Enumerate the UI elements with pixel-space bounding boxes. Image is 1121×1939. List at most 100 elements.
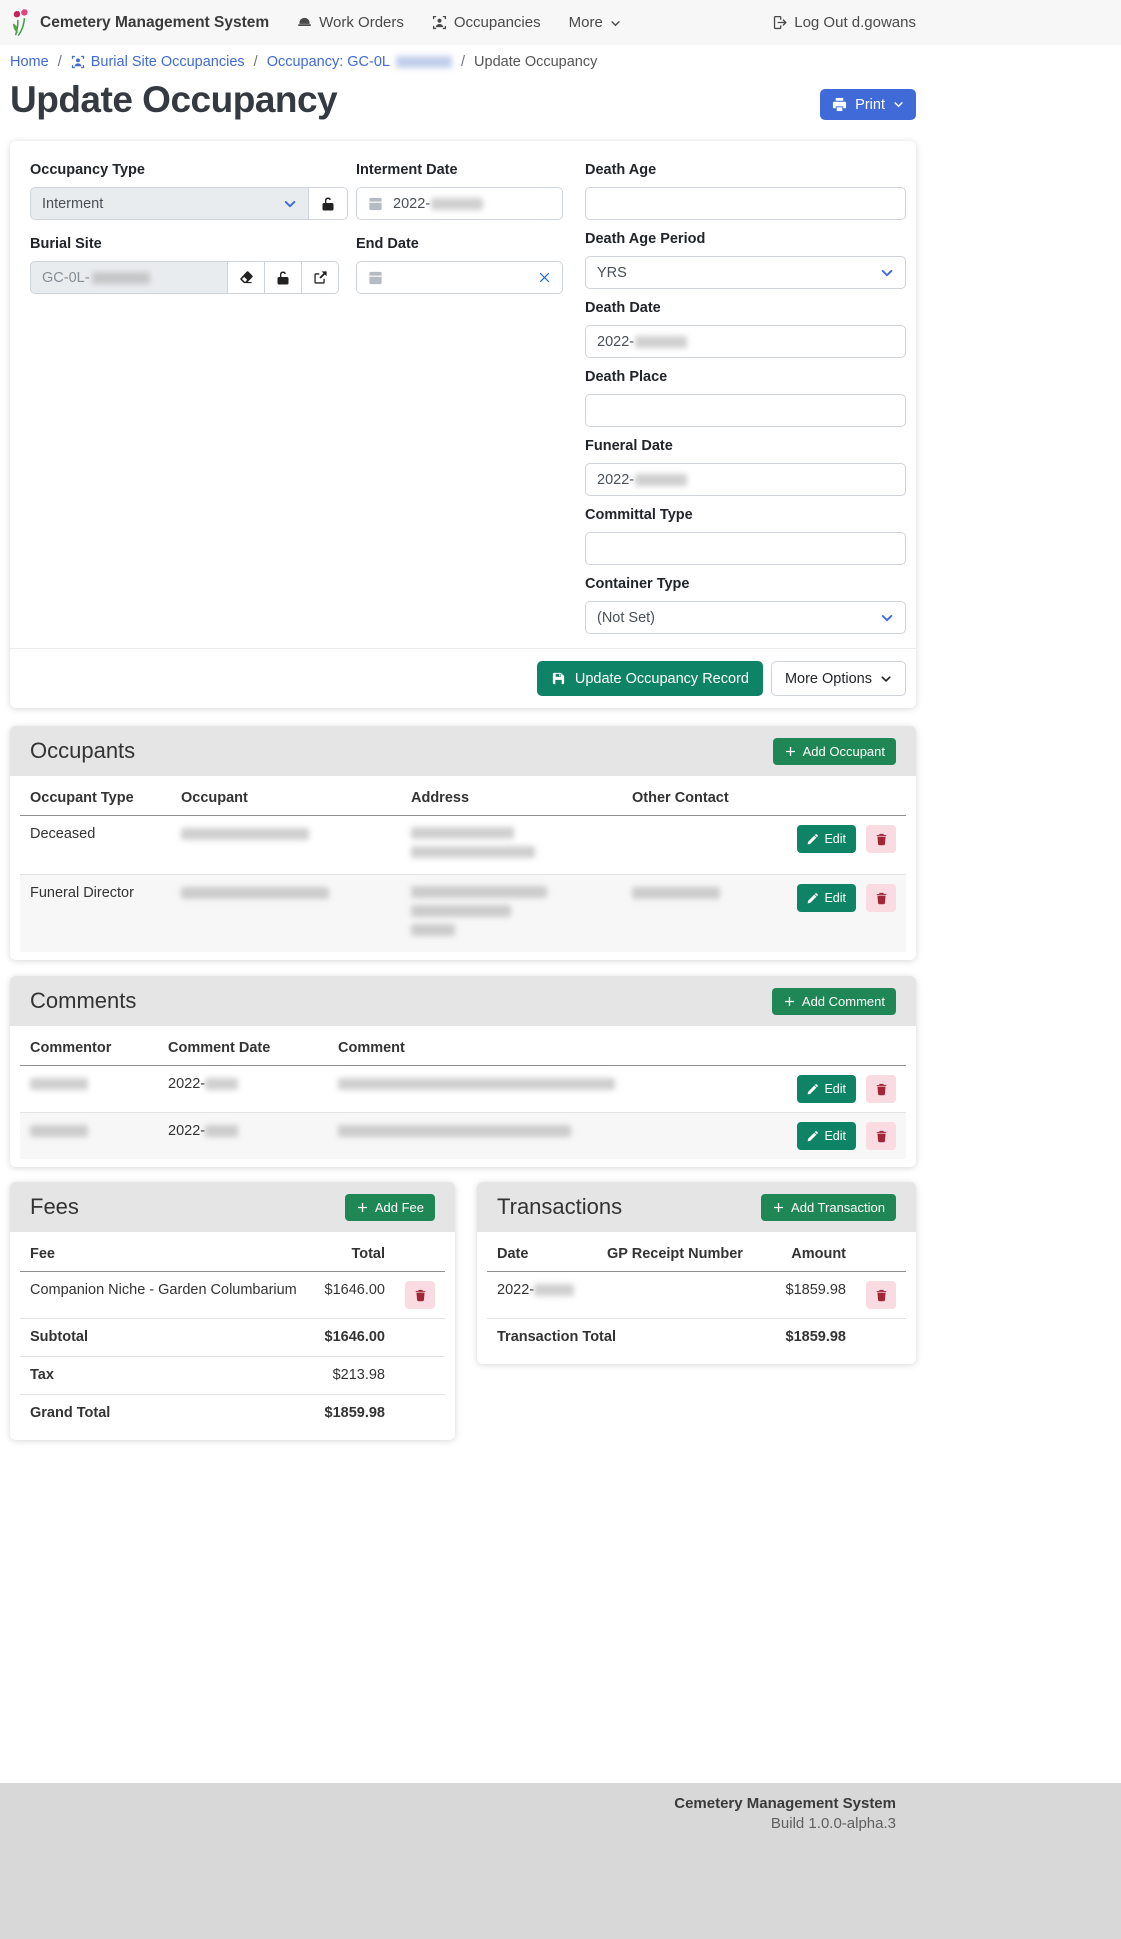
nav-item-work-orders[interactable]: Work Orders (297, 14, 404, 31)
page-footer: Cemetery Management System Build 1.0.0-a… (0, 1783, 1121, 1939)
fees-subtotal-label: Subtotal (20, 1318, 315, 1357)
calendar-icon (368, 270, 383, 285)
pencil-icon (807, 834, 818, 845)
comments-col-comment: Comment (328, 1030, 788, 1066)
occupancy-icon (432, 15, 447, 30)
breadcrumb: Home / Burial Site Occupancies / Occupan… (10, 45, 916, 75)
clear-x-icon[interactable] (538, 271, 551, 284)
chevron-down-icon (610, 18, 621, 29)
table-row: Subtotal $1646.00 (20, 1318, 445, 1357)
trash-icon (875, 833, 888, 846)
redacted-text (635, 473, 688, 486)
add-fee-button[interactable]: Add Fee (344, 1193, 435, 1221)
app-brand[interactable]: Cemetery Management System (10, 8, 269, 37)
container-type-select[interactable]: (Not Set) (585, 601, 906, 634)
delete-fee-button[interactable] (405, 1281, 435, 1309)
edit-comment-button[interactable]: Edit (797, 1075, 856, 1103)
redacted-text (30, 1078, 88, 1091)
occupancy-type-lock-button[interactable] (308, 187, 348, 220)
delete-comment-button[interactable] (866, 1075, 896, 1103)
delete-occupant-button[interactable] (866, 825, 896, 853)
fees-grand-total-label: Grand Total (30, 1405, 111, 1421)
comment-date-prefix: 2022- (168, 1076, 206, 1092)
edit-occupant-button[interactable]: Edit (797, 825, 856, 853)
add-occupant-button[interactable]: Add Occupant (772, 737, 896, 765)
more-options-button[interactable]: More Options (770, 661, 906, 696)
nav-occupancies-label: Occupancies (453, 14, 541, 31)
death-date-input[interactable]: 2022- (585, 325, 906, 358)
delete-comment-button[interactable] (866, 1122, 896, 1150)
funeral-date-value-prefix: 2022- (597, 471, 635, 488)
chevron-down-icon (893, 99, 904, 110)
add-transaction-label: Add Transaction (791, 1199, 885, 1215)
container-type-value: (Not Set) (597, 609, 656, 626)
chevron-down-icon (880, 673, 892, 685)
death-age-input[interactable] (585, 187, 906, 220)
burial-site-lock-button[interactable] (264, 261, 302, 294)
breadcrumb-occupancy-label: Occupancy: GC-0L (266, 54, 390, 70)
transactions-card: Transactions Add Transaction Date GP Rec… (477, 1182, 916, 1364)
table-row: 2022- $1859.98 (487, 1271, 906, 1319)
fee-total-cell: $1646.00 (314, 1271, 395, 1319)
update-occupancy-record-label: Update Occupancy Record (574, 670, 749, 687)
logout-button[interactable]: Log Out d.gowans (772, 14, 916, 31)
update-occupancy-record-button[interactable]: Update Occupancy Record (536, 661, 763, 696)
hardhat-icon (297, 15, 312, 30)
table-row: 2022- Edit (20, 1112, 906, 1159)
interment-date-label: Interment Date (356, 162, 458, 178)
tulip-logo-icon (10, 8, 31, 37)
add-comment-label: Add Comment (801, 993, 885, 1009)
death-age-period-select[interactable]: YRS (585, 256, 906, 289)
burial-site-input[interactable]: GC-0L- (30, 261, 228, 294)
transactions-col-receipt: GP Receipt Number (597, 1236, 764, 1272)
redacted-text (205, 1125, 239, 1138)
interment-date-input[interactable]: 2022- (356, 187, 563, 220)
death-date-value-prefix: 2022- (597, 333, 635, 350)
edit-occupant-button[interactable]: Edit (797, 884, 856, 912)
occupancy-type-select[interactable]: Interment (30, 187, 309, 220)
transaction-total-value: $1859.98 (785, 1329, 846, 1345)
delete-transaction-button[interactable] (866, 1281, 896, 1309)
delete-occupant-button[interactable] (866, 884, 896, 912)
nav-item-occupancies[interactable]: Occupancies (432, 14, 541, 31)
table-row: Companion Niche - Garden Columbarium $16… (20, 1271, 445, 1319)
add-comment-button[interactable]: Add Comment (771, 987, 896, 1015)
burial-site-label: Burial Site (30, 236, 102, 252)
breadcrumb-separator: / (253, 54, 258, 70)
top-navbar: Cemetery Management System Work Orders O… (0, 0, 1121, 45)
occupants-card: Occupants Add Occupant Occupant Type Occ… (10, 726, 916, 960)
printer-icon (832, 97, 847, 112)
breadcrumb-burial-site-occupancies-link[interactable]: Burial Site Occupancies (71, 54, 245, 70)
death-age-period-label: Death Age Period (585, 231, 706, 247)
funeral-date-input[interactable]: 2022- (585, 463, 906, 496)
add-transaction-button[interactable]: Add Transaction (761, 1193, 896, 1221)
burial-site-erase-button[interactable] (227, 261, 265, 294)
death-place-input[interactable] (585, 394, 906, 427)
trash-icon (875, 1083, 888, 1096)
breadcrumb-home-label: Home (10, 54, 49, 70)
end-date-input[interactable] (356, 261, 563, 294)
occupancy-type-label: Occupancy Type (30, 162, 145, 178)
breadcrumb-home-link[interactable]: Home (10, 54, 49, 70)
funeral-date-label: Funeral Date (585, 438, 673, 454)
app-brand-label: Cemetery Management System (40, 13, 270, 31)
lock-open-icon (320, 196, 336, 212)
breadcrumb-occupancy-link[interactable]: Occupancy: GC-0L (267, 54, 452, 70)
eraser-icon (239, 270, 254, 285)
edit-comment-button[interactable]: Edit (797, 1122, 856, 1150)
committal-type-input[interactable] (585, 532, 906, 565)
comments-card: Comments Add Comment Commentor Comment D… (10, 976, 916, 1167)
committal-type-label: Committal Type (585, 507, 693, 523)
burial-site-open-button[interactable] (301, 261, 339, 294)
occupants-col-address: Address (401, 780, 622, 816)
transaction-amount-cell: $1859.98 (764, 1271, 856, 1319)
fees-subtotal-value: $1646.00 (314, 1318, 395, 1357)
redacted-text (635, 335, 688, 348)
nav-item-more[interactable]: More (569, 14, 621, 31)
comments-col-date: Comment Date (158, 1030, 328, 1066)
external-link-icon (313, 270, 328, 285)
trash-icon (875, 1289, 888, 1302)
print-button[interactable]: Print (820, 89, 916, 120)
chevron-down-icon (283, 197, 297, 211)
table-row: 2022- Edit (20, 1065, 906, 1113)
